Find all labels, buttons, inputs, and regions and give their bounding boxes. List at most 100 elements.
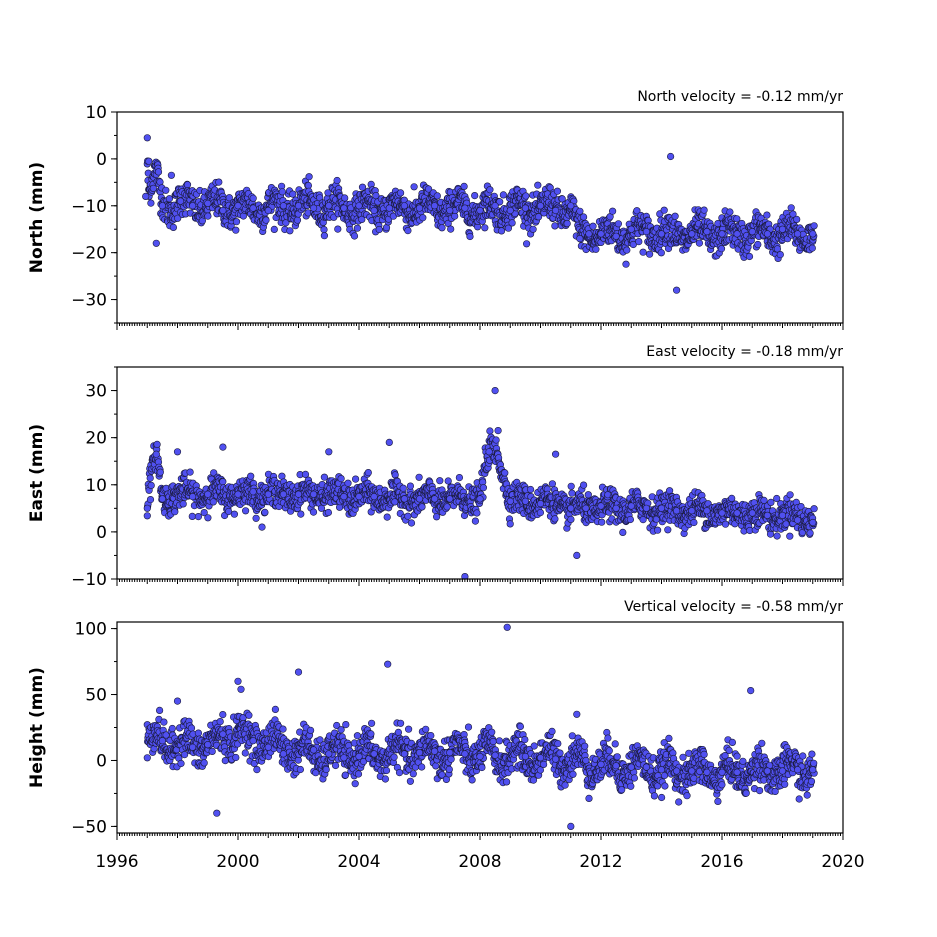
data-point [337,726,345,734]
data-point [521,497,530,505]
data-point [407,519,416,527]
data-point [582,504,590,512]
data-point [143,134,151,142]
data-point [419,214,427,222]
y-tick-label: 10 [85,476,107,496]
data-point [364,469,372,477]
data-point [536,202,545,210]
data-point [810,505,818,513]
data-point [415,473,423,481]
data-point [143,504,151,512]
data-point [598,518,606,526]
data-point [370,493,378,501]
data-point [181,750,189,759]
east-ylabel: East (mm) [27,424,47,522]
data-point [718,230,726,238]
data-point [536,500,545,508]
data-point [728,494,736,503]
data-point [271,705,280,714]
data-point [352,475,360,483]
data-point [664,526,672,534]
data-point [627,225,635,233]
data-point [808,244,816,252]
data-point [471,192,479,200]
data-point [486,427,494,435]
data-point [310,204,318,212]
data-point [763,230,772,238]
y-tick-label: 10 [85,103,107,123]
data-point [776,251,784,259]
data-point [340,204,348,212]
data-point [152,450,160,458]
data-point [666,152,675,161]
north-panel: North velocity = -0.12 mm/yr North (mm) 10… [27,89,844,330]
data-point [645,250,654,258]
data-point [225,194,233,202]
data-point [333,176,341,185]
data-point [146,496,155,504]
data-point [400,495,409,503]
data-point [154,168,163,176]
data-point [471,517,480,525]
data-point [340,493,348,501]
east-points [143,387,818,579]
data-point [612,232,620,240]
data-point [216,717,224,726]
north-velocity-annotation: North velocity = -0.12 mm/yr [637,89,843,105]
data-point [261,508,269,517]
data-point [522,240,531,248]
north-ylabel: North (mm) [27,162,47,273]
data-point [204,212,212,220]
data-point [443,503,451,511]
data-point [247,472,255,480]
data-point [385,204,393,212]
data-point [492,436,500,444]
data-point [733,509,741,517]
data-point [567,202,575,210]
data-point [733,230,741,238]
data-point [215,178,223,186]
y-tick-label: 20 [85,429,107,449]
data-point [186,468,194,476]
data-point [297,510,305,518]
data-point [158,202,166,210]
data-point [444,477,452,485]
data-point [189,493,197,501]
data-point [294,202,303,210]
data-point [146,474,154,482]
data-point [766,530,775,538]
data-point [219,710,227,719]
data-point [745,252,754,261]
data-point [219,478,227,486]
data-point [534,213,543,221]
data-point [810,222,818,230]
data-point [718,509,726,517]
data-point [672,286,681,294]
data-point [763,511,772,520]
data-point [573,551,581,560]
height-points [143,623,818,831]
data-point [355,202,363,210]
data-point [506,497,514,505]
data-point [506,520,514,528]
data-point [204,490,212,498]
data-point [333,721,341,730]
data-point [286,227,294,235]
data-point [672,507,681,515]
data-point [142,192,150,200]
data-point [232,226,240,234]
data-point [642,504,651,512]
data-point [553,187,562,195]
data-point [455,474,464,482]
panels-group: North velocity = -0.12 mm/yr North (mm) 10… [27,89,865,872]
data-point [592,245,600,253]
data-point [671,212,679,220]
data-point [703,507,711,515]
data-point [341,771,350,779]
data-point [491,202,499,210]
data-point [310,490,318,498]
data-point [623,246,631,254]
data-point [143,512,151,520]
data-point [579,213,588,221]
data-point [653,526,662,534]
